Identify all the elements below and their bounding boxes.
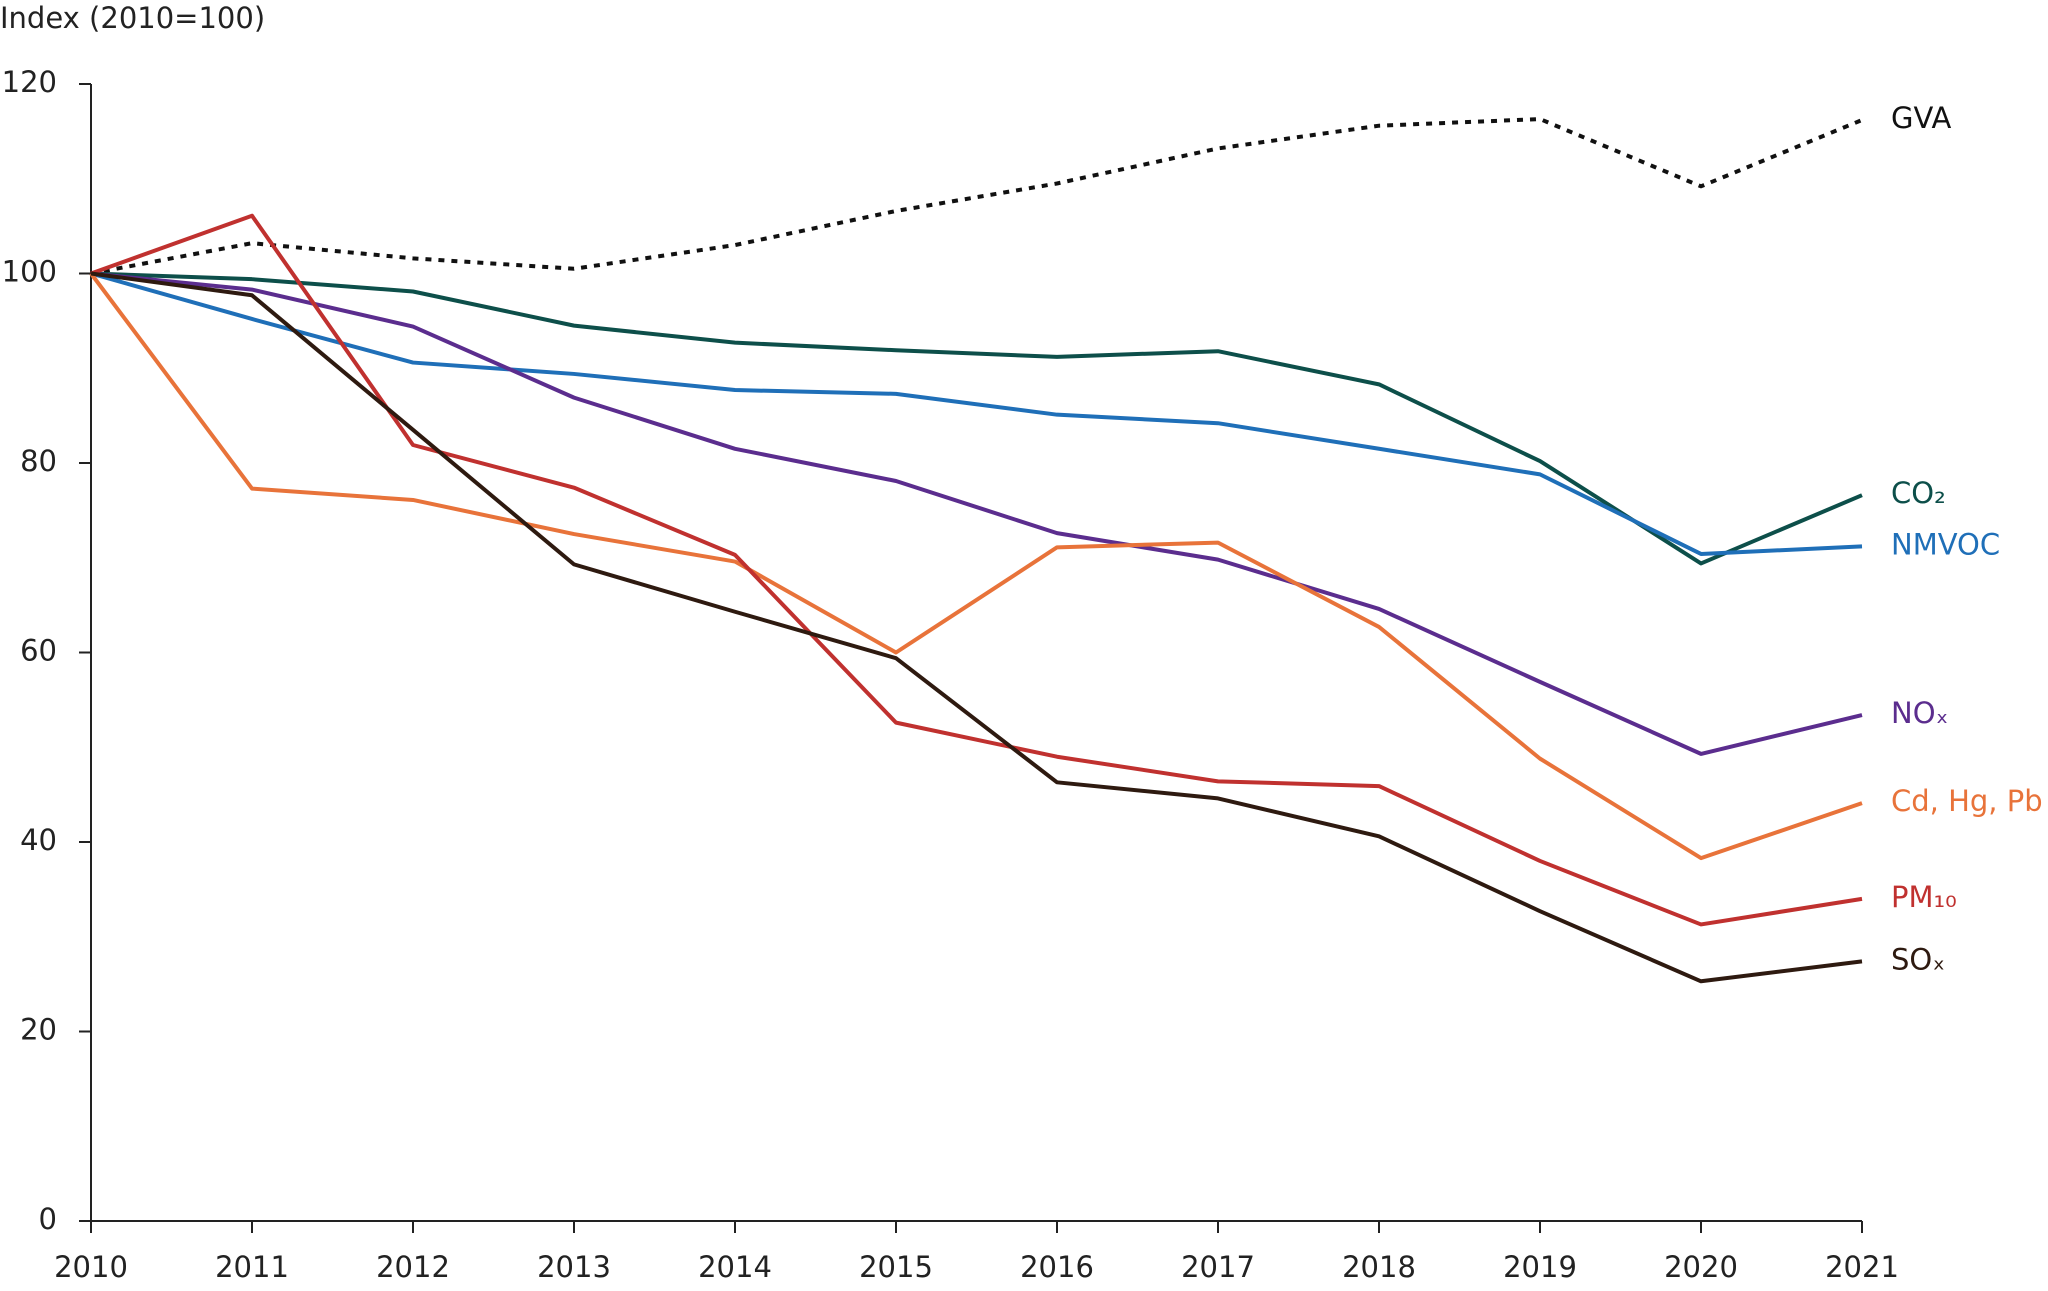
series-line xyxy=(90,213,1863,927)
x-tick-label: 2010 xyxy=(54,1250,128,1284)
y-tick-label: 100 xyxy=(2,255,57,289)
legend-label: Cd, Hg, Pb xyxy=(1891,784,2043,818)
x-tick-label: 2011 xyxy=(215,1250,289,1284)
x-tick-label: 2013 xyxy=(537,1250,611,1284)
series-line xyxy=(90,117,1863,276)
y-tick-label: 0 xyxy=(39,1202,57,1236)
x-tick-label: 2014 xyxy=(698,1250,772,1284)
series-line xyxy=(90,271,1863,756)
y-tick-label: 80 xyxy=(20,444,57,478)
x-tick-label: 2019 xyxy=(1503,1250,1577,1284)
legend-label: SOₓ xyxy=(1891,942,1945,976)
y-tick-label: 20 xyxy=(20,1013,57,1047)
x-tick-label: 2018 xyxy=(1342,1250,1416,1284)
y-tick-label: 60 xyxy=(20,634,57,668)
x-tick-label: 2017 xyxy=(1181,1250,1255,1284)
y-tick-label: 40 xyxy=(20,823,57,857)
y-tick-label: 120 xyxy=(2,65,57,99)
x-tick-label: 2016 xyxy=(1020,1250,1094,1284)
legend-label: GVA xyxy=(1891,101,1951,135)
legend-label: NOₓ xyxy=(1891,696,1948,730)
series-line xyxy=(90,271,1863,566)
legend-label: CO₂ xyxy=(1891,476,1946,510)
series-line xyxy=(89,272,1863,861)
series-line xyxy=(90,271,1863,556)
legend-label: NMVOC xyxy=(1891,527,2000,561)
x-tick-label: 2015 xyxy=(859,1250,933,1284)
y-axis-label: Index (2010=100) xyxy=(0,1,265,35)
series-line xyxy=(90,271,1863,984)
legend-label: PM₁₀ xyxy=(1891,880,1957,914)
x-tick-label: 2012 xyxy=(376,1250,450,1284)
x-tick-label: 2020 xyxy=(1664,1250,1738,1284)
x-tick-label: 2021 xyxy=(1825,1250,1899,1284)
